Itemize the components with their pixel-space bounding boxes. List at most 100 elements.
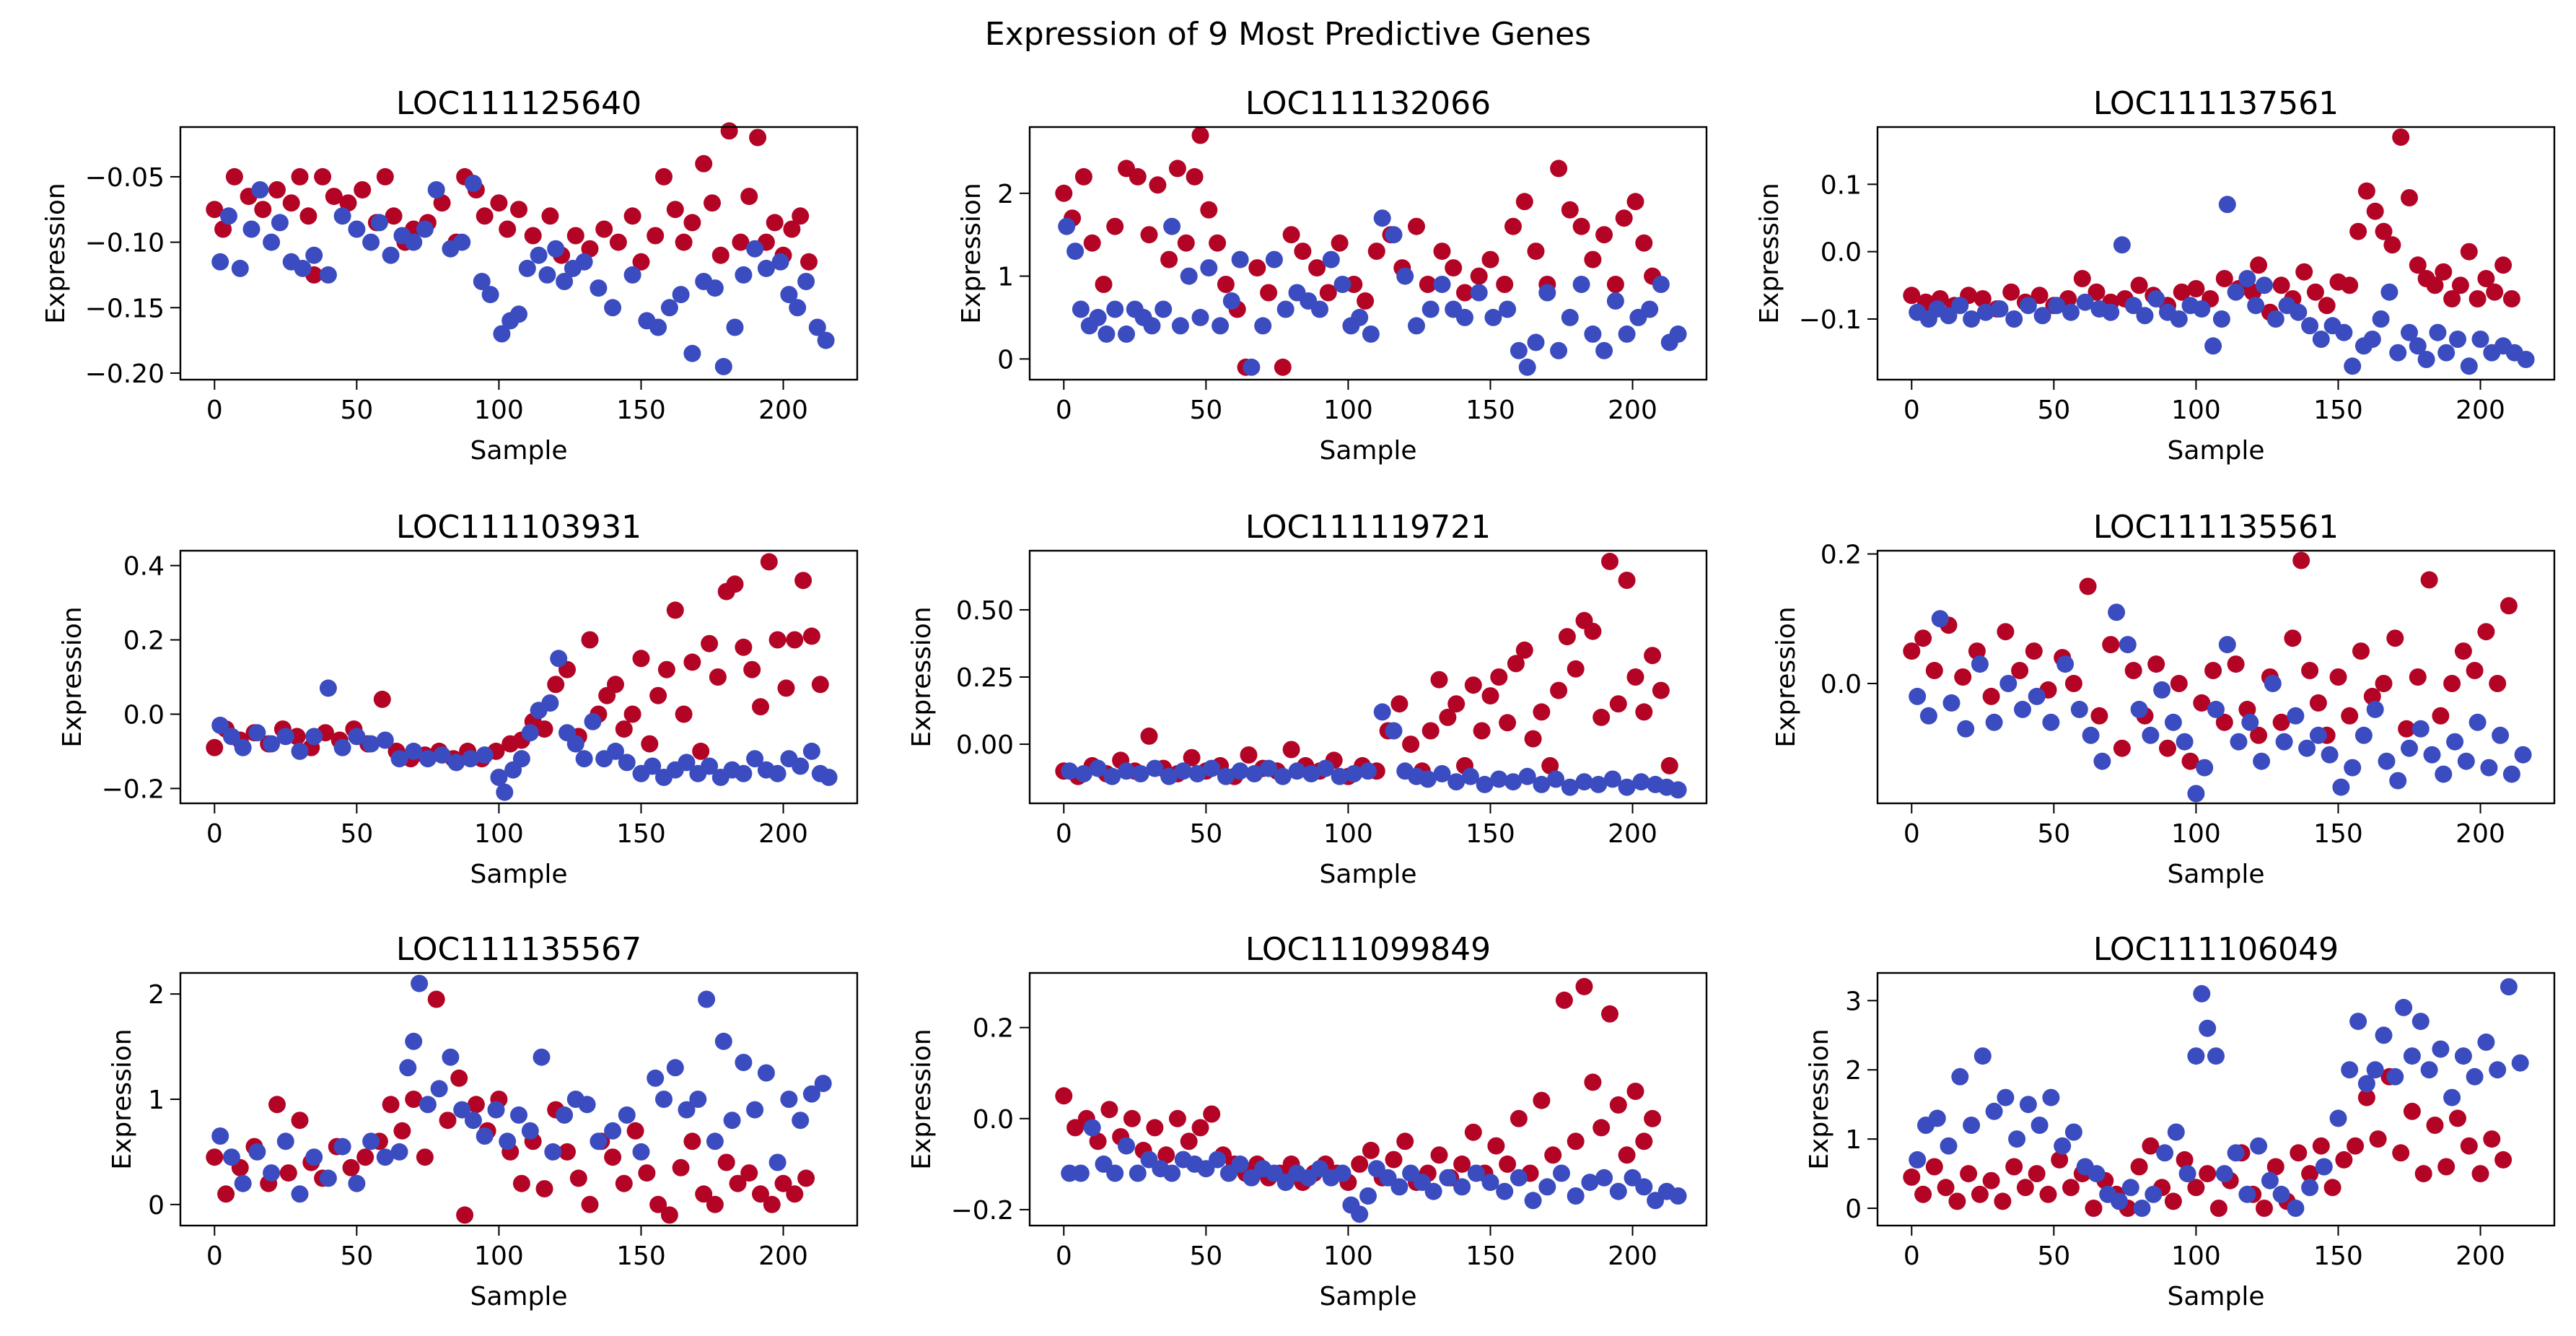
data-point <box>442 1048 460 1066</box>
data-point <box>382 1096 400 1114</box>
data-point <box>666 201 684 219</box>
data-point <box>1609 695 1627 713</box>
data-point <box>802 742 820 760</box>
data-point <box>1609 1182 1627 1200</box>
data-point <box>777 679 795 697</box>
data-point <box>820 769 838 786</box>
data-point <box>2437 344 2455 362</box>
data-point <box>746 750 764 768</box>
data-point <box>2102 303 2120 321</box>
data-point <box>1319 284 1337 302</box>
data-point <box>530 246 548 264</box>
data-point <box>1160 250 1178 268</box>
data-point <box>1515 193 1533 211</box>
data-point <box>1606 276 1624 293</box>
data-point <box>794 572 812 590</box>
data-point <box>1567 1187 1585 1205</box>
x-tick-label: 200 <box>758 396 808 425</box>
y-tick-label: 0.0 <box>973 1105 1014 1135</box>
data-point <box>1669 325 1687 343</box>
series-2 <box>1061 703 1687 799</box>
data-point <box>2502 290 2520 307</box>
data-point <box>1445 259 1463 277</box>
data-point <box>225 167 243 185</box>
data-point <box>2187 785 2205 803</box>
data-point <box>2386 1068 2404 1086</box>
data-point <box>1584 250 1602 268</box>
data-point <box>2363 687 2381 705</box>
data-point <box>720 122 738 140</box>
data-point <box>743 660 761 678</box>
data-point <box>566 227 584 245</box>
data-point <box>692 742 710 760</box>
data-point <box>1294 243 1312 261</box>
data-point <box>1140 226 1158 244</box>
data-point <box>1129 167 1147 185</box>
subplot-6: LOC111135561 0 50 100 150 200 0.2 0.0 Sample Expr… <box>1771 509 2556 889</box>
data-point <box>1359 762 1377 780</box>
data-point <box>533 1048 551 1066</box>
data-point <box>2130 700 2148 718</box>
data-point <box>2287 707 2305 725</box>
data-point <box>490 194 508 212</box>
x-tick-label: 50 <box>2037 819 2070 849</box>
data-point <box>248 724 266 742</box>
data-point <box>319 1169 337 1187</box>
data-point <box>348 1174 366 1192</box>
data-point <box>550 650 568 668</box>
data-point <box>2460 357 2478 375</box>
data-point <box>1333 276 1351 293</box>
data-point <box>1925 1158 1943 1176</box>
data-point <box>1632 773 1650 791</box>
data-point <box>1652 276 1670 293</box>
data-point <box>427 181 445 198</box>
data-point <box>1351 308 1369 326</box>
data-point <box>510 201 527 219</box>
data-point <box>678 754 696 772</box>
x-tick-label: 100 <box>2171 1241 2221 1271</box>
x-tick-label: 100 <box>2171 396 2221 425</box>
data-point <box>1217 276 1235 293</box>
data-point <box>1163 217 1181 235</box>
data-point <box>1533 1091 1551 1109</box>
data-point <box>1561 308 1579 326</box>
data-point <box>1940 307 1958 325</box>
y-axis-label: Expression <box>907 606 937 747</box>
x-tick-label: 50 <box>1189 1241 1222 1271</box>
data-point <box>1188 765 1206 782</box>
data-point <box>2471 331 2489 348</box>
data-point <box>2392 128 2410 146</box>
data-point <box>2113 739 2131 757</box>
data-point <box>1089 308 1107 326</box>
data-point <box>2372 310 2390 328</box>
y-tick-label: 0.0 <box>1821 238 1862 268</box>
data-point <box>1601 552 1618 570</box>
data-point <box>1254 317 1272 335</box>
data-point <box>1914 1185 1932 1203</box>
data-point <box>2256 276 2273 294</box>
data-point <box>780 286 798 304</box>
data-point <box>1333 1164 1351 1182</box>
data-point <box>416 1148 434 1166</box>
data-point <box>632 253 650 271</box>
data-point <box>2380 283 2398 301</box>
subplot-1: LOC111125640 0 50 100 150 200 −0.05 −0.10 −0.15 −… <box>41 85 859 466</box>
x-tick-label: 0 <box>1056 819 1072 849</box>
data-point <box>607 742 624 760</box>
data-point <box>499 220 517 238</box>
data-point <box>2454 642 2472 660</box>
series-2 <box>211 175 835 375</box>
data-point <box>641 735 659 753</box>
data-point <box>541 207 559 225</box>
data-point <box>439 1112 457 1130</box>
data-point <box>1575 773 1593 791</box>
data-point <box>1385 226 1403 244</box>
data-point <box>683 653 701 671</box>
x-tick-label: 150 <box>616 396 666 425</box>
data-point <box>1276 300 1294 318</box>
data-point <box>814 1075 832 1093</box>
data-point <box>2167 1123 2185 1141</box>
data-point <box>760 553 778 571</box>
data-point <box>1584 325 1602 343</box>
data-point <box>1089 759 1107 777</box>
